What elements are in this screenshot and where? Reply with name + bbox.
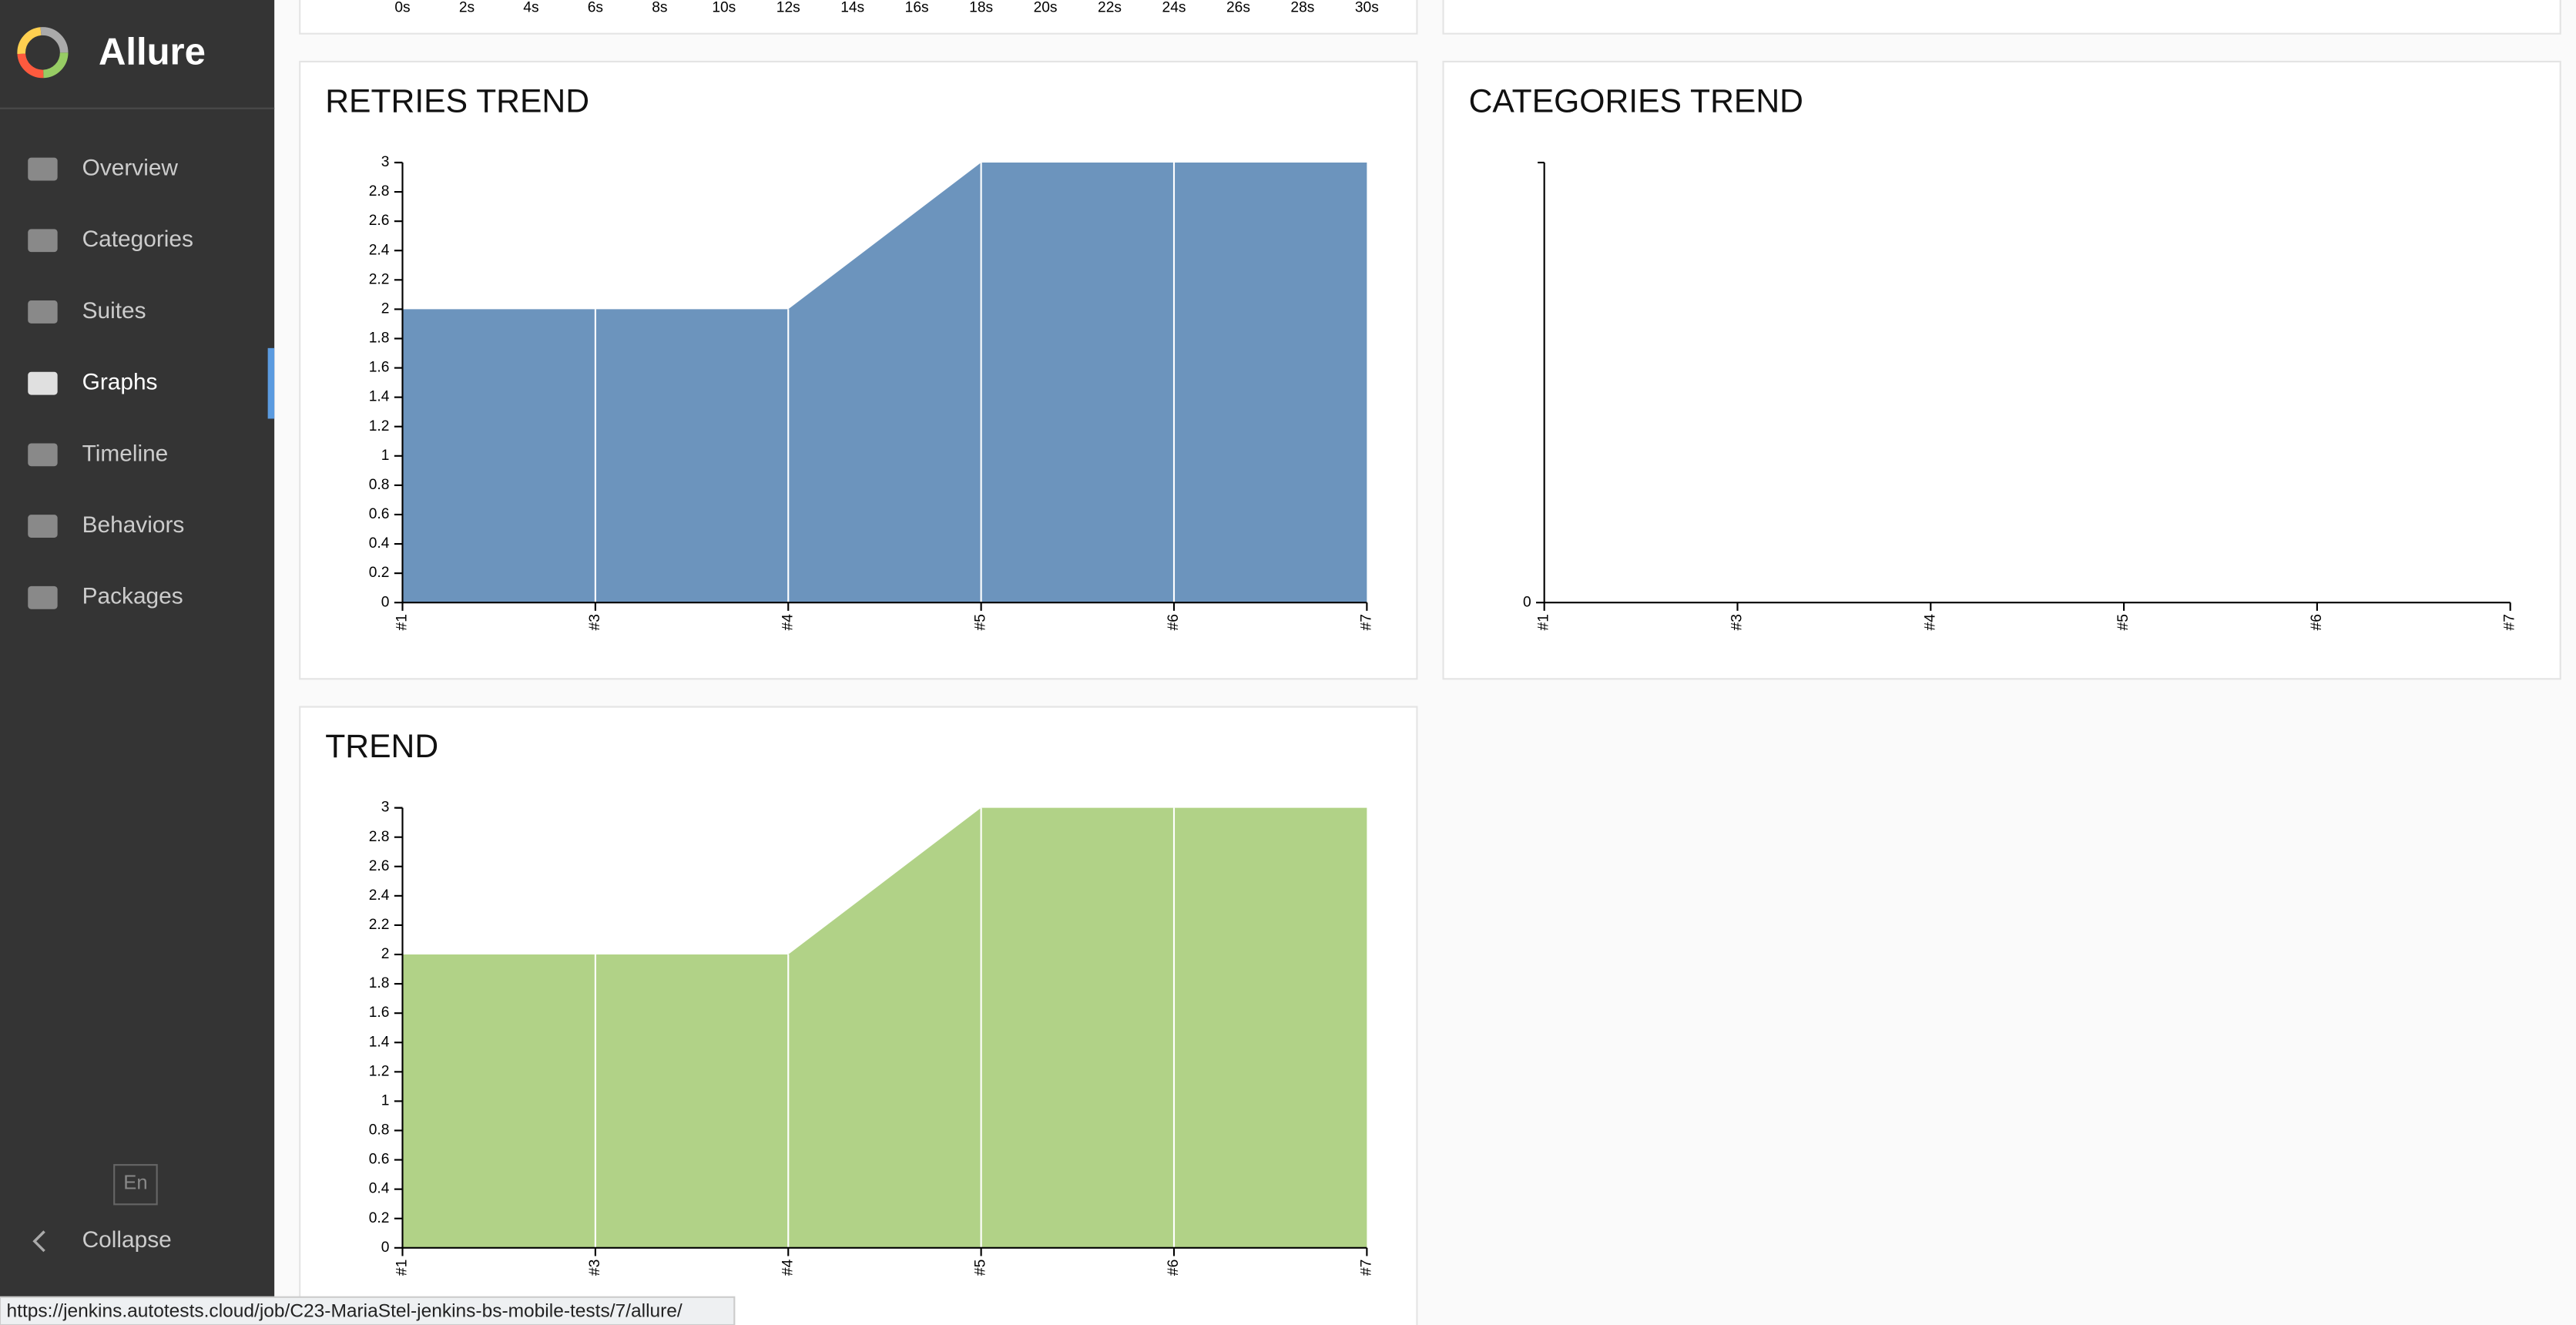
y-tick-label: 0.8 <box>369 1122 390 1139</box>
y-tick-label: 0.6 <box>369 1152 390 1168</box>
x-tick-label: 28s <box>1290 0 1314 16</box>
chart-title: CATEGORIES TREND <box>1469 83 1803 120</box>
x-tick-label: 30s <box>1355 0 1379 16</box>
y-tick-label: 2.8 <box>369 183 390 200</box>
y-tick-label: 0.4 <box>369 535 390 552</box>
nav-item[interactable]: Suites <box>82 298 146 324</box>
y-tick-label: 0.6 <box>369 506 390 522</box>
x-tick-label: #5 <box>973 614 989 630</box>
nav-item[interactable]: Categories <box>82 226 193 252</box>
y-tick-label: 0.8 <box>369 477 390 493</box>
active-indicator <box>267 347 275 419</box>
nav-item[interactable]: Timeline <box>82 441 169 466</box>
x-tick-label: 18s <box>969 0 993 16</box>
nav-item[interactable]: Packages <box>82 584 183 609</box>
chart-title: RETRIES TREND <box>325 83 589 120</box>
x-tick-label: #4 <box>780 1259 796 1276</box>
nav-icon <box>28 443 58 467</box>
y-tick-label: 0.4 <box>369 1181 390 1197</box>
language[interactable]: En <box>123 1172 147 1193</box>
x-tick-label: 10s <box>712 0 736 16</box>
y-tick-label: 2.8 <box>369 829 390 845</box>
y-tick-label: 0 <box>381 1239 390 1256</box>
x-tick-label: #7 <box>1358 614 1374 630</box>
y-tick-label: 0 <box>381 594 390 610</box>
x-tick-label: 2s <box>459 0 475 16</box>
collapse[interactable]: Collapse <box>82 1227 172 1253</box>
x-tick-label: #3 <box>587 614 603 630</box>
x-tick-label: 4s <box>523 0 538 16</box>
y-tick-label: 1.2 <box>369 1063 390 1079</box>
y-tick-label: 2 <box>381 300 390 317</box>
sidebar <box>0 0 275 1325</box>
y-tick-label: 1.6 <box>369 1005 390 1021</box>
language-box[interactable] <box>113 1164 158 1206</box>
nav-icon <box>28 515 58 538</box>
nav-icon <box>28 300 58 324</box>
x-tick-label: 26s <box>1226 0 1250 16</box>
y-tick-label: 2.6 <box>369 213 390 229</box>
x-tick-label: #1 <box>394 614 411 630</box>
x-tick-label: 16s <box>905 0 929 16</box>
x-tick-label: #3 <box>587 1260 603 1276</box>
nav-icon <box>28 371 58 395</box>
y-tick-label: 1.8 <box>369 330 390 347</box>
nav-icon <box>28 585 58 609</box>
y-tick-label: 3 <box>381 154 390 170</box>
chart-title: TREND <box>325 728 438 765</box>
y-tick-label: 1.4 <box>369 1034 390 1050</box>
nav-item[interactable]: Graphs <box>82 370 158 395</box>
y-tick-label: 0.2 <box>369 1210 390 1226</box>
x-tick-label: 24s <box>1162 0 1186 16</box>
x-tick-label: 12s <box>776 0 800 16</box>
x-tick-label: #6 <box>2309 614 2325 630</box>
x-tick-label: #7 <box>1358 1260 1374 1276</box>
x-tick-label: 14s <box>840 0 864 16</box>
y-tick-label: 1 <box>381 1092 390 1109</box>
logo <box>17 27 69 79</box>
x-tick-label: #6 <box>1166 614 1182 630</box>
nav-item[interactable]: Behaviors <box>82 512 185 538</box>
y-tick-label: 2.4 <box>369 242 390 258</box>
y-tick-label: 0.2 <box>369 565 390 581</box>
status-bar <box>0 1296 736 1325</box>
nav-icon <box>28 157 58 181</box>
x-tick-label: #1 <box>1536 614 1552 630</box>
brand: Allure <box>99 31 206 72</box>
x-tick-label: 22s <box>1098 0 1122 16</box>
x-tick-label: #5 <box>2115 614 2132 630</box>
x-tick-label: 0s <box>394 0 410 16</box>
x-tick-label: #4 <box>780 614 796 631</box>
y-tick-label: 2.2 <box>369 917 390 933</box>
y-tick-label: 0 <box>1523 594 1531 610</box>
x-tick-label: 20s <box>1034 0 1058 16</box>
y-tick-label: 2.6 <box>369 858 390 874</box>
y-tick-label: 1.6 <box>369 360 390 376</box>
nav-item[interactable]: Overview <box>82 155 179 180</box>
x-tick-label: #7 <box>2502 614 2518 630</box>
x-tick-label: #5 <box>973 1260 989 1276</box>
y-tick-label: 2.4 <box>369 887 390 904</box>
y-tick-label: 1 <box>381 448 390 464</box>
y-tick-label: 1.8 <box>369 975 390 991</box>
x-tick-label: 6s <box>588 0 603 16</box>
x-tick-label: 8s <box>652 0 667 16</box>
nav-icon <box>28 229 58 253</box>
collapse-icon <box>32 1230 45 1253</box>
area <box>402 163 1367 603</box>
y-tick-label: 3 <box>381 800 390 816</box>
x-tick-label: #4 <box>1922 614 1938 631</box>
area <box>402 807 1367 1248</box>
y-tick-label: 2 <box>381 946 390 962</box>
y-tick-label: 1.4 <box>369 389 390 405</box>
y-tick-label: 2.2 <box>369 271 390 287</box>
x-tick-label: #1 <box>394 1260 411 1276</box>
y-tick-label: 1.2 <box>369 418 390 434</box>
status-url: https://jenkins.autotests.cloud/job/C23-… <box>7 1300 683 1321</box>
x-tick-label: #6 <box>1166 1260 1182 1276</box>
x-tick-label: #3 <box>1729 614 1746 630</box>
